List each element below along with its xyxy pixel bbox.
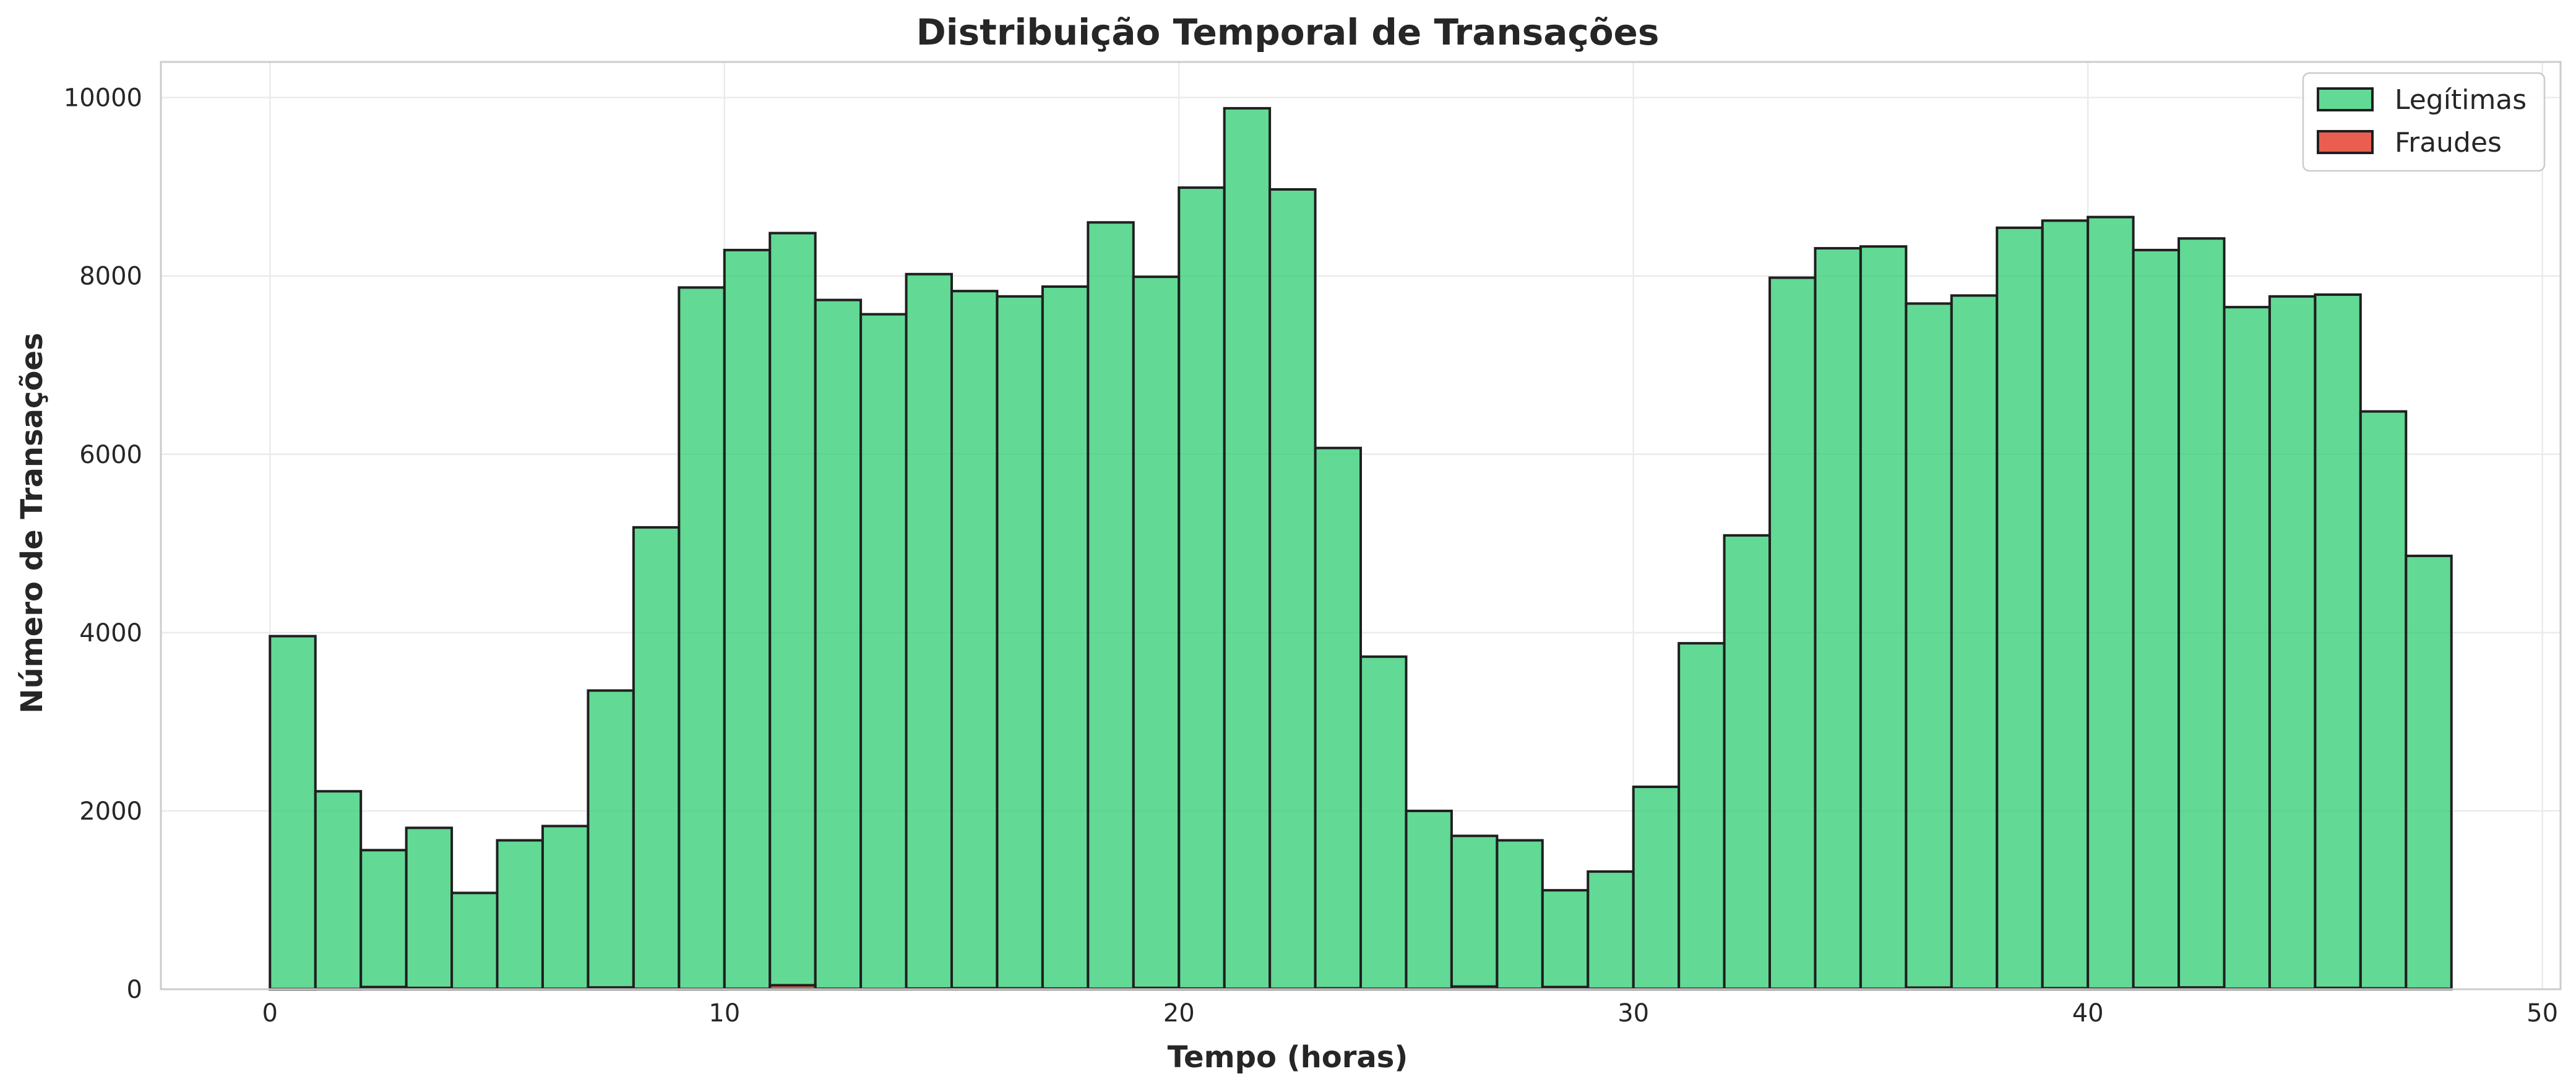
legit-bar [1132, 275, 1181, 990]
legit-bar [2268, 295, 2317, 990]
x-tick-label: 50 [2526, 999, 2558, 1028]
x-tick-label: 20 [1163, 999, 1195, 1028]
legit-bar [541, 825, 590, 991]
legit-bar [2178, 237, 2226, 990]
plot-frame [160, 61, 2562, 990]
legit-bar [723, 248, 772, 990]
legit-bar [2405, 554, 2453, 990]
legit-bar [1768, 276, 1817, 990]
legend-label-legitimas: Legítimas [2395, 84, 2526, 116]
y-tick-label: 2000 [79, 797, 142, 826]
legend-swatch-fraudes [2317, 130, 2374, 154]
chart-title: Distribuição Temporal de Transações [916, 11, 1660, 53]
legit-bars [269, 106, 2453, 991]
legit-bar [859, 313, 908, 990]
legit-bar [1587, 870, 1635, 991]
x-axis-label: Tempo (horas) [1168, 1040, 1408, 1075]
x-tick-label: 30 [1618, 999, 1649, 1028]
legit-bar [269, 635, 317, 990]
legit-bar [1950, 294, 1999, 991]
y-axis-label: Número de Transações [15, 332, 50, 713]
legit-bar [2041, 219, 2090, 991]
legit-bar [1405, 809, 1453, 991]
legit-bar [314, 790, 363, 990]
legit-bar [360, 849, 408, 991]
y-tick-label: 6000 [79, 441, 142, 469]
legit-bar [2132, 248, 2181, 990]
legit-bar [769, 232, 817, 990]
legit-bar [1450, 834, 1499, 991]
legit-bar [1314, 446, 1362, 990]
x-tick-label: 10 [709, 999, 740, 1028]
legend-label-fraudes: Fraudes [2395, 127, 2502, 158]
y-tick-label: 8000 [79, 262, 142, 291]
legit-bar [678, 286, 726, 990]
legend: Legítimas Fraudes [2302, 72, 2546, 172]
y-tick-label: 4000 [79, 619, 142, 648]
legit-bar [1087, 221, 1135, 990]
legit-bar [450, 891, 499, 991]
legit-bar [1541, 889, 1590, 990]
legit-bar [1814, 247, 1862, 990]
legit-bar [587, 689, 635, 991]
legit-bar [1178, 186, 1226, 990]
legit-bar [814, 298, 863, 991]
legit-bar [1905, 302, 1953, 990]
x-axis-ticks: 0 10 20 30 40 50 [262, 999, 2559, 1028]
y-tick-label: 10000 [64, 84, 142, 113]
legit-bar [1859, 245, 1908, 990]
legit-bar [1996, 226, 2044, 991]
legit-bar [1223, 106, 1272, 990]
y-axis-ticks: 0 2000 4000 6000 8000 10000 [64, 84, 142, 1004]
y-tick-label: 0 [127, 976, 142, 1004]
x-tick-label: 40 [2072, 999, 2104, 1028]
x-tick-label: 0 [262, 999, 278, 1028]
legit-bar [2359, 410, 2408, 990]
legit-bar [1041, 285, 1090, 990]
legit-bar [996, 295, 1044, 990]
legend-swatch-legitimas [2317, 87, 2374, 111]
legit-bar [905, 272, 953, 990]
legit-bar [1632, 786, 1681, 991]
legit-bar [405, 826, 454, 991]
legit-bar [1269, 188, 1317, 991]
legit-bar [1678, 642, 1726, 990]
legit-bar [1496, 839, 1544, 991]
legit-bar [950, 290, 999, 990]
legit-bar [2314, 293, 2362, 990]
legit-bar [1723, 534, 1772, 990]
legit-bar [496, 839, 544, 991]
legit-bar [632, 526, 681, 990]
legit-bar [2223, 306, 2271, 991]
legit-bar [1359, 655, 1408, 991]
legit-bar [2087, 215, 2135, 990]
